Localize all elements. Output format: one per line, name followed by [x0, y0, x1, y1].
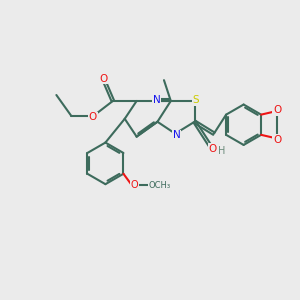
- Text: O: O: [273, 105, 281, 115]
- Text: O: O: [208, 143, 217, 154]
- Text: O: O: [99, 74, 107, 84]
- Text: S: S: [193, 95, 200, 105]
- Text: O: O: [89, 112, 97, 122]
- Text: O: O: [273, 135, 281, 145]
- Text: N: N: [153, 95, 161, 105]
- Text: OCH₃: OCH₃: [148, 181, 170, 190]
- Text: O: O: [131, 180, 139, 190]
- Text: N: N: [173, 130, 181, 140]
- Text: H: H: [218, 146, 225, 157]
